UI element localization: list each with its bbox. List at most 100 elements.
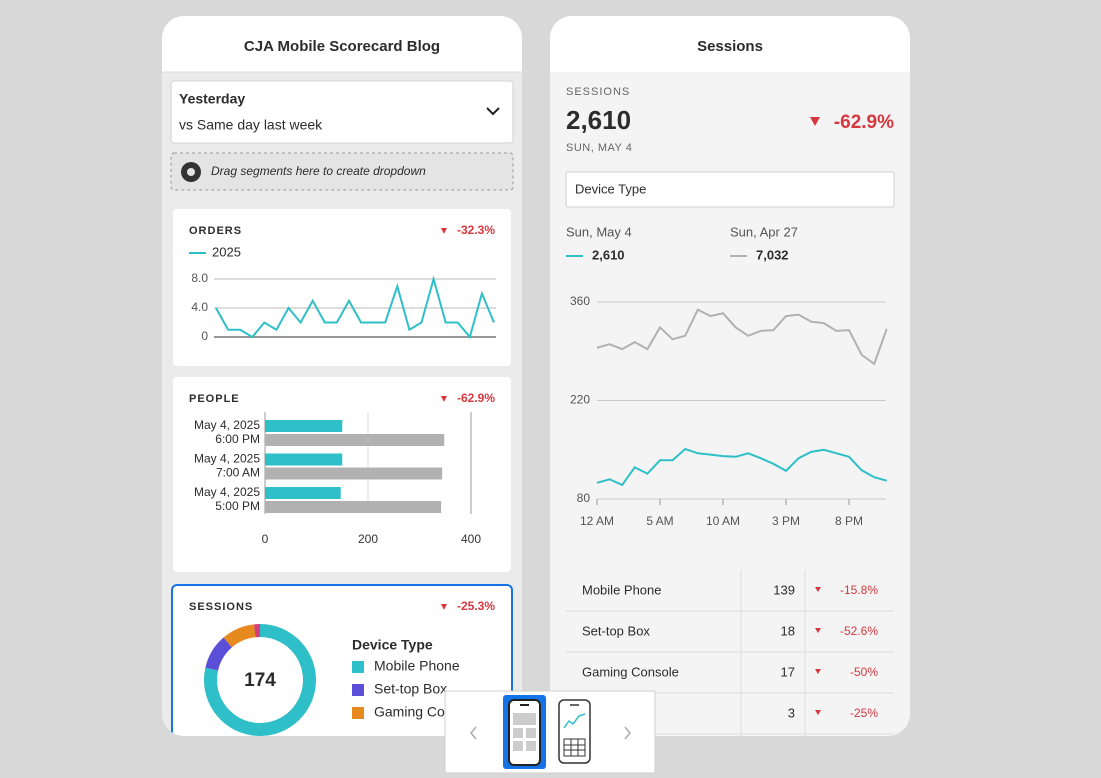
card-title: PEOPLE [189,393,240,405]
icon-block [513,741,523,751]
date-comparison: vs Same day last week [179,117,323,133]
icon-block [526,741,536,751]
panel-title: Sessions [697,38,763,55]
card-title: SESSIONS [189,601,253,613]
bar [265,420,343,432]
donut-segment [254,624,260,638]
x-tick-label: 5 AM [646,514,673,528]
down-arrow [441,396,447,402]
segment-drop-text: Drag segments here to create dropdown [211,164,426,178]
right-panel: Sessions SESSIONS 2,610 -62.9% SUN, MAY … [550,16,910,736]
legend-swatch [352,707,364,719]
date-dropdown[interactable] [170,80,514,144]
legend-label: Mobile Phone [374,658,460,674]
category-date: May 4, 2025 [194,418,260,432]
legend-swatch [352,661,364,673]
bar [265,453,343,466]
down-arrow [815,669,821,674]
legend-label: 2025 [212,244,241,259]
category-time: 5:00 PM [215,499,260,513]
panel-header [162,16,522,72]
x-tick-label: 200 [358,532,378,546]
legend-title: Device Type [352,637,433,653]
switcher-box [444,690,656,774]
icon-block [526,728,536,738]
panel-body [550,16,910,736]
legend-label: Sun, Apr 27 [730,224,798,239]
row-label: Mobile Phone [582,582,662,597]
x-tick-label: 3 PM [772,514,800,528]
segment-drop-zone[interactable] [170,152,514,191]
icon-block [513,728,523,738]
y-tick-label: 80 [577,491,591,505]
sparkline-icon [563,713,586,729]
metric-date: SUN, MAY 4 [566,142,632,154]
x-tick-label: 12 AM [580,514,614,528]
card-change: -62.9% [457,391,495,405]
bar [265,487,341,499]
row-change: -52.6% [840,624,878,638]
card-change: -32.3% [457,223,495,237]
down-arrow [441,228,447,234]
card-title: ORDERS [189,225,242,237]
left-panel: CJA Mobile Scorecard Blog Yesterday vs S… [162,16,522,736]
row-label: Set-top Box [582,623,650,638]
y-tick-label: 4.0 [191,300,208,314]
metric-value: 2,610 [566,105,631,135]
next-button[interactable] [624,726,631,740]
row-change: -50% [850,665,878,679]
orders-line [215,275,495,340]
bar [265,434,445,446]
category-time: 6:00 PM [215,432,260,446]
legend-label: Sun, May 4 [566,224,632,239]
bar [265,467,443,480]
row-label: Gaming Console [582,664,679,679]
row-change: -15.8% [840,583,878,597]
orders-card[interactable] [173,209,511,366]
legend-swatch [352,684,364,696]
row-value: 17 [781,664,795,679]
category-time: 7:00 AM [216,466,260,480]
x-tick-label: 8 PM [835,514,863,528]
row-value: 18 [781,623,795,638]
y-tick-label: 220 [570,393,590,407]
metric-change: -62.9% [834,112,894,133]
segment-icon-hole [187,168,195,176]
x-tick-label: 400 [461,532,481,546]
breakdown-label: Device Type [575,181,646,196]
donut-segment [223,624,256,648]
view-option[interactable] [558,699,591,764]
panel-header [550,16,910,72]
down-arrow [815,587,821,592]
legend-value: 2,610 [592,247,625,262]
down-arrow [441,604,447,610]
table-icon-lines [564,739,585,756]
donut-segment [205,637,232,671]
bar [265,501,442,513]
x-tick-label: 10 AM [706,514,740,528]
breakdown-dropdown[interactable] [565,171,895,208]
category-date: May 4, 2025 [194,485,260,499]
chevron-down [486,107,500,116]
down-arrow [815,710,821,715]
icon-block [513,713,536,725]
down-arrow [810,117,820,126]
view-switcher [444,690,656,774]
row-value: 139 [773,582,795,597]
x-tick-label: 0 [262,532,269,546]
category-date: May 4, 2025 [194,452,260,466]
down-arrow [815,628,821,633]
prev-button[interactable] [470,726,477,740]
y-tick-label: 360 [570,294,590,308]
y-tick-label: 0 [201,329,208,343]
y-tick-label: 8.0 [191,271,208,285]
legend-label: Set-top Box [374,681,447,697]
donut-total: 174 [244,670,276,691]
session-line [596,308,888,366]
row-value: 3 [788,705,795,720]
date-primary: Yesterday [179,91,245,107]
legend-value: 7,032 [756,247,789,262]
card-change: -25.3% [457,599,495,613]
